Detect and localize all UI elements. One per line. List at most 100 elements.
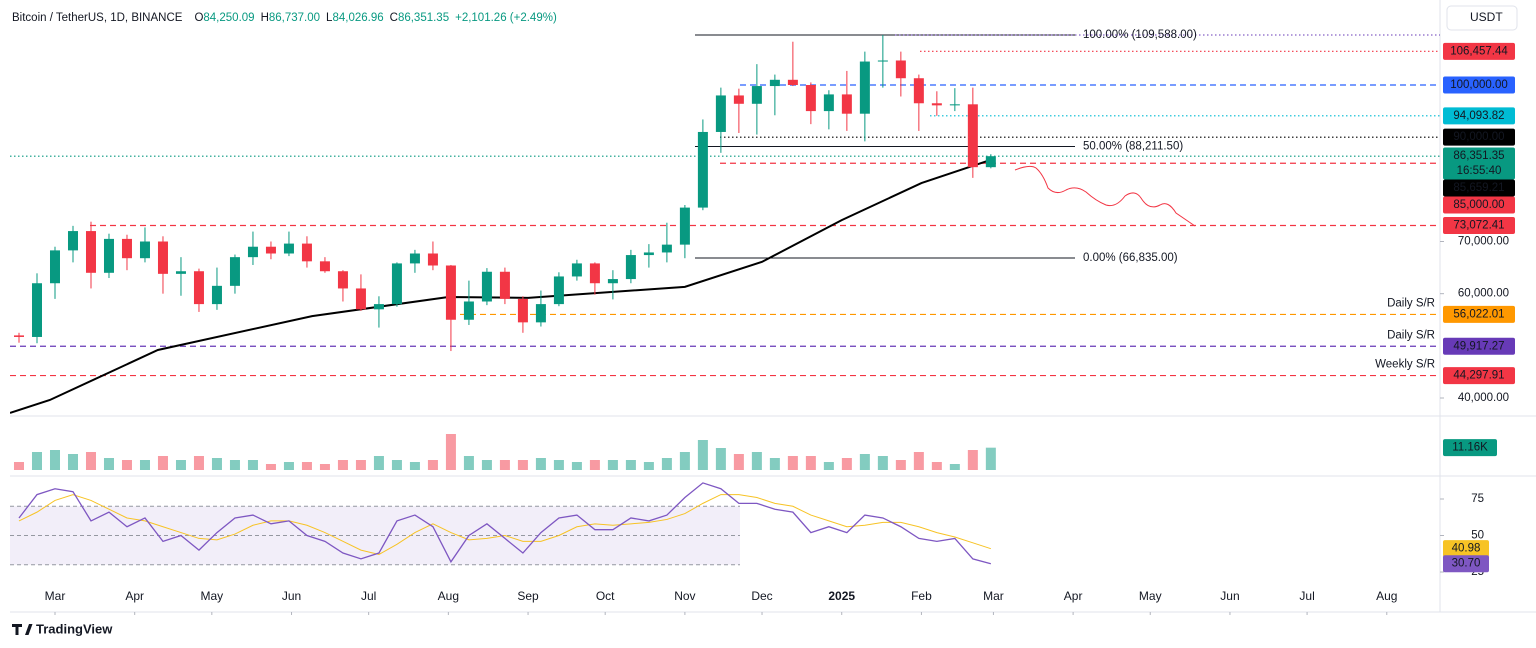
candle-body	[931, 103, 942, 106]
volume-bar	[193, 456, 204, 470]
candle-body	[445, 265, 456, 320]
ohlc-key: C	[390, 12, 398, 24]
candle-body	[805, 85, 816, 112]
level-note: Daily S/R	[1387, 297, 1435, 309]
volume-bar	[859, 454, 870, 470]
volume-bar	[841, 458, 852, 470]
level-label: 73,072.41	[1453, 220, 1504, 232]
candle-body	[643, 252, 654, 256]
level-label: 44,297.91	[1453, 370, 1504, 382]
level-label-box	[1443, 147, 1515, 180]
x-tick-label: 2025	[828, 589, 855, 603]
candle-body	[913, 78, 924, 104]
countdown: 16:55:40	[1457, 165, 1502, 177]
volume-bar	[733, 454, 744, 470]
rsi-tick-label: 75	[1471, 493, 1484, 505]
fib-label: 50.00% (88,211.50)	[1083, 141, 1183, 153]
level-label-box	[1443, 305, 1515, 323]
level-label: 56,022.01	[1453, 308, 1504, 320]
volume-bar	[571, 462, 582, 470]
volume-bar	[49, 450, 60, 470]
x-tick-label: Feb	[911, 589, 932, 603]
currency-box[interactable]	[1446, 5, 1518, 31]
level-label-box	[1443, 128, 1515, 146]
candle-body	[877, 60, 888, 62]
volume-bar	[157, 456, 168, 470]
level-note: Weekly S/R	[1375, 359, 1435, 371]
candle-body	[481, 271, 492, 302]
volume-bar	[337, 460, 348, 470]
fib-label: 100.00% (109,588.00)	[1083, 29, 1197, 41]
volume-bar	[247, 460, 258, 470]
candle-body	[211, 285, 222, 305]
rsi-label-box	[1443, 540, 1489, 558]
candle-body	[661, 244, 672, 253]
volume-bar	[895, 460, 906, 470]
x-tick-label: Mar	[45, 589, 66, 603]
volume-bar	[85, 452, 96, 470]
ohlc-value: 86,737.00	[269, 12, 320, 24]
level-note: Daily S/R	[1387, 329, 1435, 341]
candle-body	[283, 243, 294, 254]
candle-body	[319, 261, 330, 272]
level-label: 85,000.00	[1453, 199, 1504, 211]
volume-bar	[499, 460, 510, 470]
candle-body	[13, 335, 24, 337]
volume-bar	[409, 462, 420, 470]
volume-bar	[427, 460, 438, 470]
volume-bar	[517, 460, 528, 470]
volume-bar	[643, 462, 654, 470]
x-tick-label: Jun	[282, 589, 301, 603]
volume-bar	[787, 456, 798, 470]
candle-body	[949, 104, 960, 106]
level-label: 100,000.00	[1450, 79, 1508, 91]
volume-bar	[481, 460, 492, 470]
candle-body	[625, 255, 636, 280]
volume-bar	[211, 458, 222, 470]
candle-body	[769, 79, 780, 87]
x-tick-label: Apr	[1064, 589, 1083, 603]
level-label-box	[1443, 367, 1515, 385]
brand-logo	[12, 624, 33, 635]
volume-bar	[175, 460, 186, 470]
candle-body	[139, 241, 150, 259]
candle-body	[67, 231, 78, 251]
volume-bar	[715, 448, 726, 470]
level-label: 106,457.44	[1450, 45, 1508, 57]
volume-bar	[121, 460, 132, 470]
volume-bar	[229, 460, 240, 470]
candle-body	[715, 95, 726, 132]
candle-body	[157, 241, 168, 274]
plot: Mar Apr May Jun Jul Aug Sep Oct Nov Dec 2025 Feb Mar…	[10, 29, 1515, 615]
ohlc-value: 84,250.09	[203, 12, 254, 24]
x-tick-label: Oct	[596, 589, 615, 603]
x-tick-label: Apr	[125, 589, 144, 603]
x-tick-label: Dec	[751, 589, 772, 603]
volume-bar	[985, 447, 996, 470]
volume-bar	[319, 464, 330, 470]
level-label-box	[1443, 76, 1515, 94]
volume-bar	[265, 464, 276, 470]
volume-bar	[877, 456, 888, 470]
level-label-box	[1443, 216, 1515, 234]
volume-bar	[445, 434, 456, 470]
candle-body	[193, 271, 204, 305]
candle-body	[535, 304, 546, 323]
candle-body	[733, 95, 744, 104]
ohlc-key: O	[194, 12, 203, 24]
volume-bar	[553, 460, 564, 470]
candle-body	[841, 94, 852, 114]
volume-bar	[697, 440, 708, 470]
volume-bar	[391, 460, 402, 470]
ohlc-key: H	[261, 12, 269, 24]
x-tick-label: Jul	[361, 589, 376, 603]
ohlc-value: 84,026.96	[332, 12, 383, 24]
candle-body	[247, 246, 258, 258]
volume-bar	[283, 462, 294, 470]
volume-bar	[931, 462, 942, 470]
x-tick-label: May	[1139, 589, 1162, 603]
volume-bar	[589, 460, 600, 470]
level-label: 85,659.21	[1453, 182, 1504, 194]
candle-body	[967, 104, 978, 168]
ohlc-value: 86,351.35	[398, 12, 449, 24]
